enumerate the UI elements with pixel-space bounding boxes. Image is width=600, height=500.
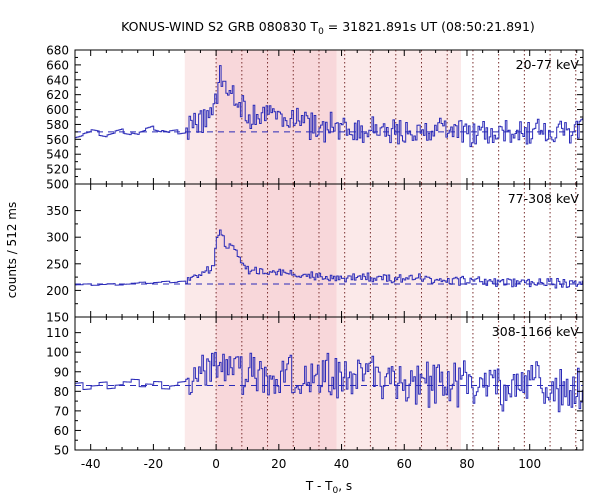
x-tick-label: 20 [271,457,286,471]
x-axis-label-text: T - T [305,479,333,493]
energy-band-label: 20-77 keV [516,57,580,72]
y-tick-label: 110 [46,326,69,340]
y-tick-label: 100 [46,346,69,360]
x-tick-label: -40 [81,457,101,471]
y-tick-label: 620 [46,88,69,102]
x-axis-label-rest: , s [338,479,352,493]
y-tick-label: 600 [46,103,69,117]
panel-3: 50 60 70 80 90 100 110 308-1166 keV [46,316,584,458]
energy-band-label: 77-308 keV [508,191,580,206]
y-tick-label: 70 [54,404,69,418]
x-tick-label: 0 [212,457,220,471]
y-tick-label: 660 [46,58,69,72]
panel-frame [74,316,584,451]
y-tick-label: 520 [46,163,69,177]
shaded-region-2 [216,317,337,450]
y-tick-label: 680 [46,44,69,58]
panel-2: 150 200 250 300 350 77-308 keV [46,183,584,325]
y-tick-label: 80 [54,385,69,399]
light-curve-3 [75,351,583,413]
x-tick-label: 60 [397,457,412,471]
x-axis-label-subscript: 0 [333,486,339,496]
shaded-region-2 [216,50,337,184]
y-tick-label: 560 [46,133,69,147]
energy-band-label: 308-1166 keV [492,324,580,339]
x-tick-label: 100 [518,457,541,471]
x-axis-label: T - T0, s [305,479,352,496]
chart-title-subscript: 0 [318,27,324,37]
y-tick-label: 200 [46,284,69,298]
chart-title-text: KONUS-WIND S2 GRB 080830 T [121,19,318,34]
y-tick-label: 60 [54,424,69,438]
shaded-region-2 [216,184,337,317]
y-tick-label: 150 [46,311,69,325]
y-tick-label: 540 [46,148,69,162]
x-tick-label: 80 [459,457,474,471]
y-tick-label: 580 [46,118,69,132]
y-tick-label: 50 [54,444,69,458]
y-axis-label: counts / 512 ms [5,202,19,298]
chart-title: KONUS-WIND S2 GRB 080830 T0 = 31821.891s… [121,19,535,37]
chart-title-rest: = 31821.891s UT (08:50:21.891) [324,19,535,34]
light-curve-1 [75,65,583,148]
y-tick-label: 90 [54,365,69,379]
y-tick-label: 350 [46,204,69,218]
y-tick-label: 640 [46,73,69,87]
y-tick-label: 500 [46,178,69,192]
light-curve-2 [75,229,583,289]
x-tick-label: -20 [144,457,164,471]
y-tick-label: 300 [46,231,69,245]
y-tick-label: 250 [46,257,69,271]
x-tick-label: 40 [334,457,349,471]
